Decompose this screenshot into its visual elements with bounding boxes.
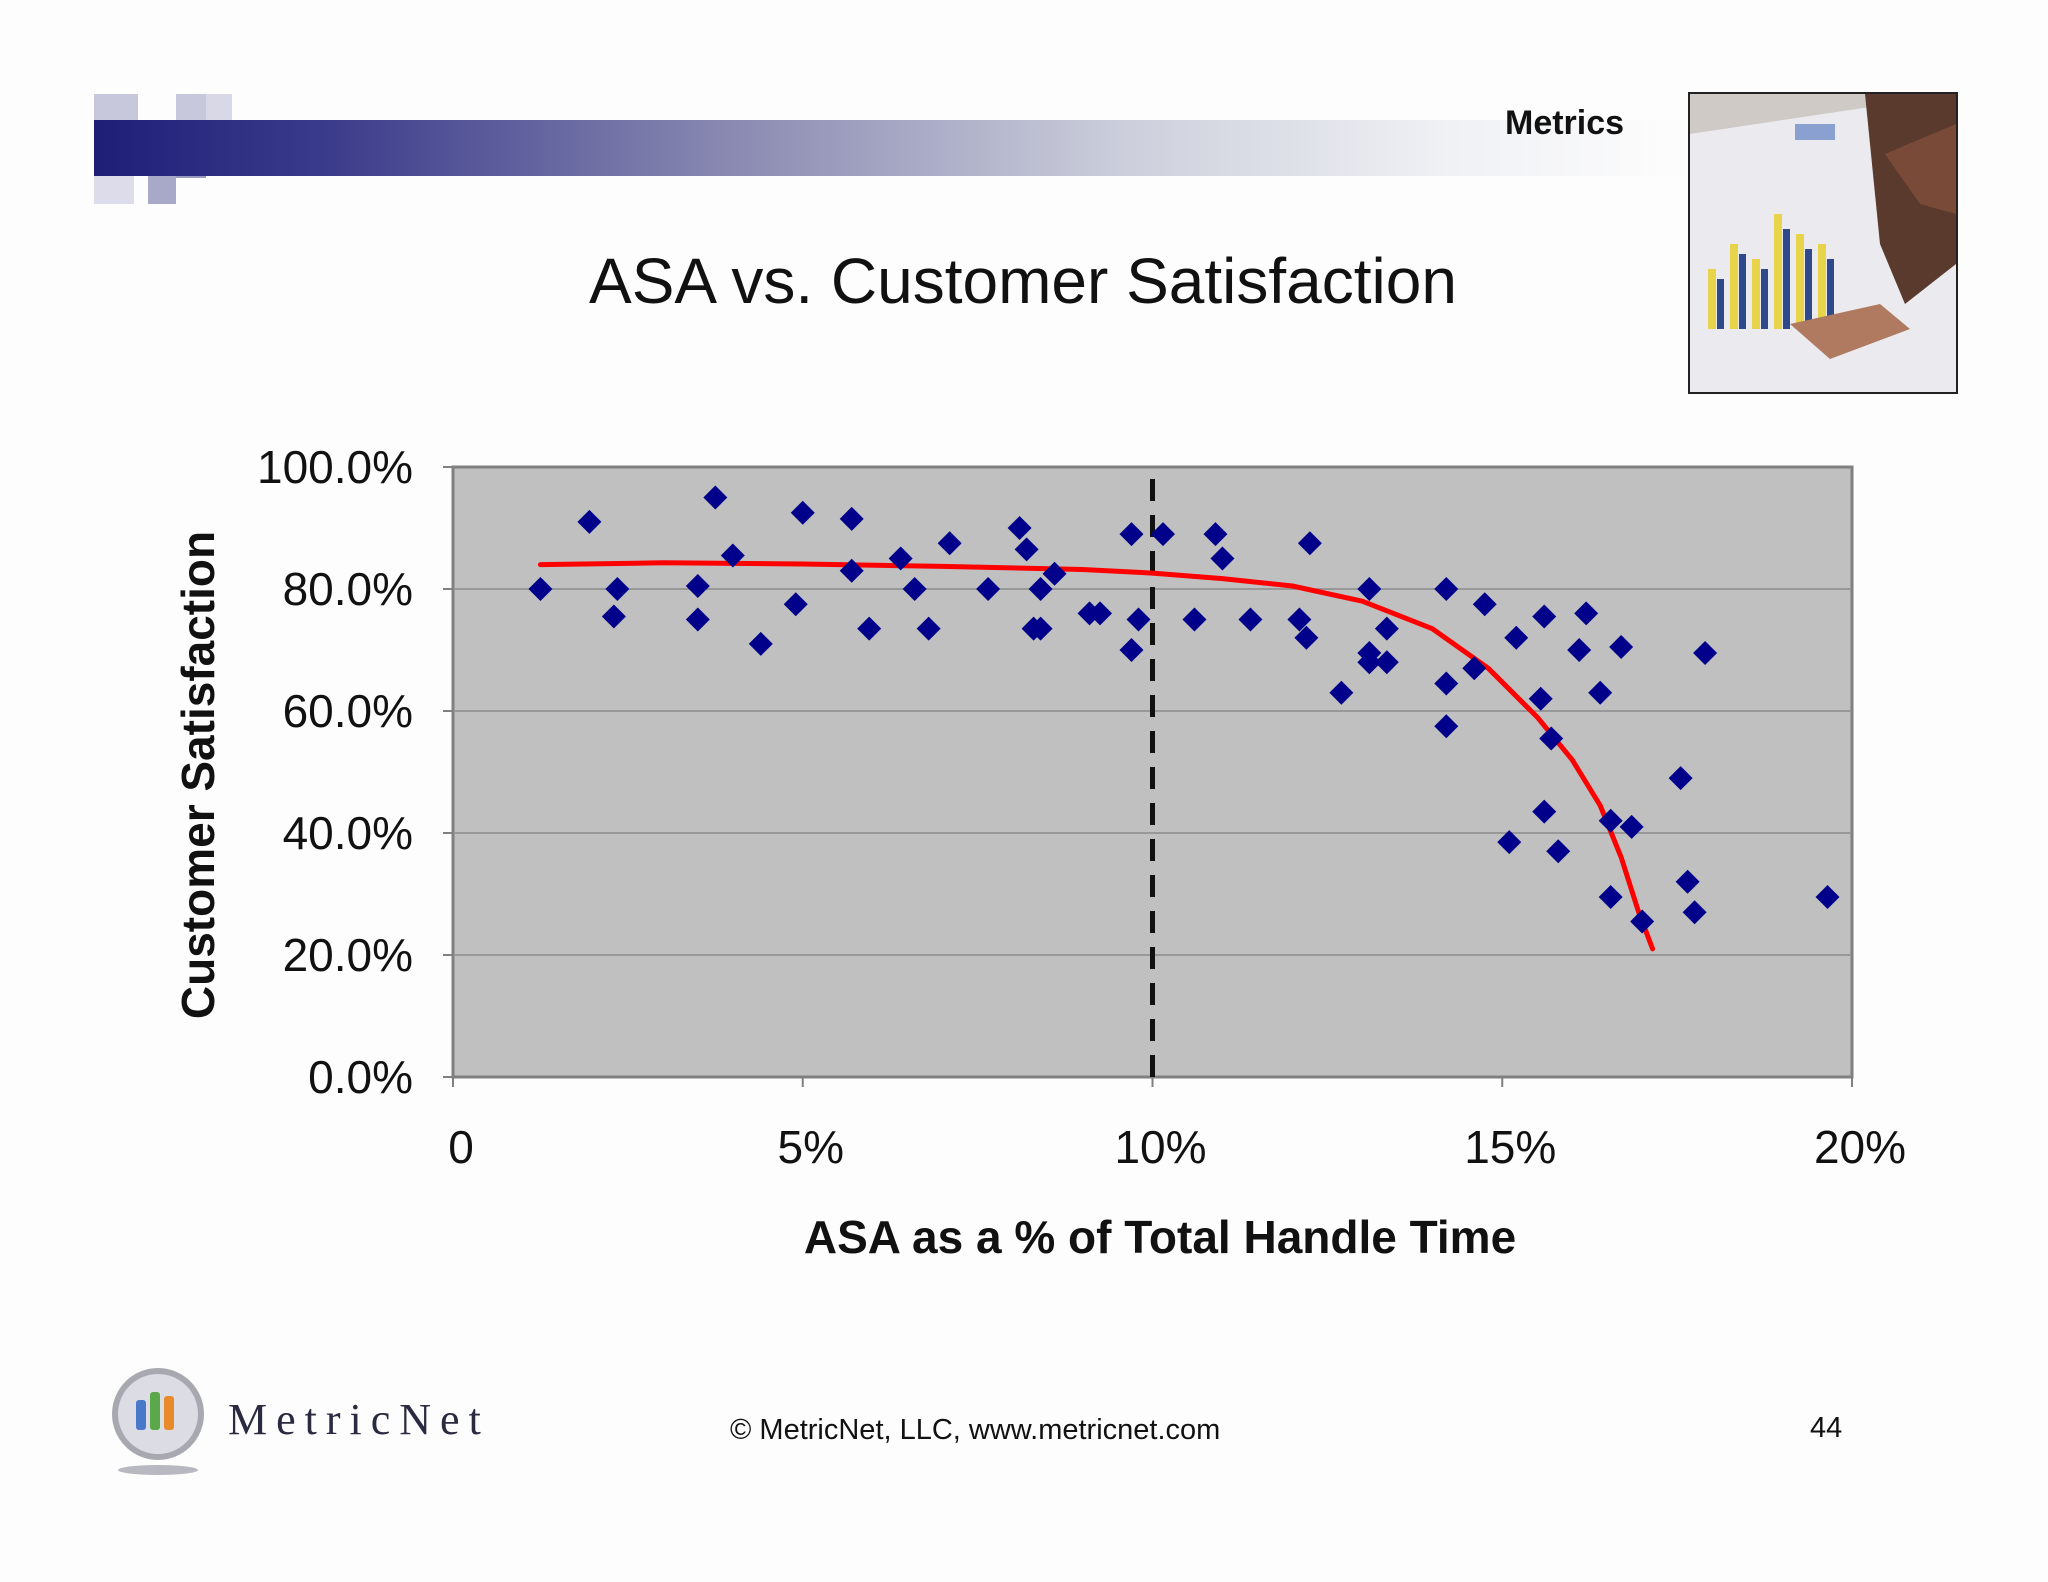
data-point	[1357, 650, 1382, 675]
data-point	[783, 592, 808, 617]
data-point	[1630, 909, 1655, 934]
data-point	[1609, 634, 1634, 659]
data-point	[605, 577, 630, 601]
data-point	[1546, 839, 1571, 864]
data-point	[1598, 885, 1623, 910]
chart-document-photo	[1688, 92, 1958, 394]
data-point	[1693, 641, 1718, 666]
data-point	[1294, 625, 1319, 650]
data-point	[1203, 522, 1228, 547]
slide-title-text: ASA vs. Customer Satisfaction	[589, 245, 1457, 317]
data-point	[1567, 638, 1592, 662]
data-point	[1434, 577, 1459, 601]
logo-wordmark: MetricNet	[228, 1395, 490, 1444]
data-point	[916, 616, 941, 641]
data-point	[1462, 656, 1487, 681]
data-point	[1374, 650, 1399, 675]
data-point	[577, 509, 602, 534]
data-point	[720, 543, 745, 568]
data-point	[839, 506, 864, 531]
data-point	[790, 500, 815, 525]
data-point	[1619, 814, 1644, 839]
data-point	[528, 577, 553, 601]
data-point	[1028, 577, 1053, 601]
x-tick-label: 15%	[1464, 1121, 1556, 1173]
section-label: Metrics	[1505, 104, 1625, 142]
y-tick-label: 60.0%	[283, 685, 413, 737]
x-tick-label: 10%	[1114, 1121, 1206, 1173]
data-point	[1150, 522, 1175, 547]
data-point	[1287, 607, 1312, 632]
data-point	[1675, 869, 1700, 894]
data-point	[902, 577, 927, 601]
data-point	[1815, 885, 1840, 910]
data-point	[703, 485, 728, 510]
y-tick-label: 100.0%	[257, 441, 413, 493]
data-point	[976, 577, 1001, 601]
data-point	[1532, 604, 1557, 629]
data-point	[1682, 900, 1707, 925]
data-point	[685, 607, 710, 632]
slide-title: ASA vs. Customer Satisfaction	[0, 244, 2048, 318]
data-point	[1588, 680, 1613, 705]
y-tick-label: 0.0%	[308, 1051, 413, 1103]
data-point	[1532, 799, 1557, 824]
data-point	[1668, 766, 1693, 791]
data-point	[1014, 537, 1039, 562]
data-point	[1528, 686, 1553, 711]
data-point	[1539, 726, 1564, 751]
header-gradient-bar	[94, 120, 1690, 176]
data-point	[1126, 607, 1151, 632]
data-point	[1598, 808, 1623, 833]
data-point	[1119, 522, 1144, 547]
y-tick-label: 20.0%	[283, 929, 413, 981]
data-point	[1329, 680, 1354, 705]
y-tick-label: 80.0%	[283, 563, 413, 615]
data-point	[748, 631, 773, 656]
data-point	[1028, 616, 1053, 641]
page-number: 44	[1810, 1412, 1843, 1444]
data-point	[1042, 561, 1067, 586]
data-point	[1238, 607, 1263, 632]
data-point	[857, 616, 882, 641]
data-point	[839, 558, 864, 583]
x-axis-label: ASA as a % of Total Handle Time	[804, 1211, 1516, 1263]
data-point	[1374, 616, 1399, 641]
y-axis-label: Customer Satisfaction	[172, 531, 224, 1019]
data-point	[1007, 516, 1032, 540]
x-tick-label: 5%	[778, 1121, 844, 1173]
data-point	[1297, 531, 1322, 556]
data-point	[1434, 714, 1459, 739]
data-point	[1472, 592, 1497, 617]
x-tick-label: 20%	[1814, 1121, 1906, 1173]
data-point	[1182, 607, 1207, 632]
data-point	[1357, 577, 1382, 601]
data-point	[685, 573, 710, 598]
y-tick-label: 40.0%	[283, 807, 413, 859]
data-point	[1574, 601, 1599, 626]
footer-copyright: © MetricNet, LLC, www.metricnet.com	[730, 1414, 1221, 1446]
data-point	[1210, 546, 1235, 571]
data-point	[601, 604, 626, 629]
data-point	[1434, 671, 1459, 696]
metricnet-logo	[108, 1366, 208, 1475]
data-point	[1497, 830, 1522, 855]
data-point	[1119, 638, 1144, 662]
data-point	[937, 531, 962, 556]
data-point	[1088, 601, 1113, 626]
data-point	[1504, 625, 1529, 650]
x-tick-label: 0	[448, 1121, 474, 1173]
data-point	[888, 546, 913, 571]
